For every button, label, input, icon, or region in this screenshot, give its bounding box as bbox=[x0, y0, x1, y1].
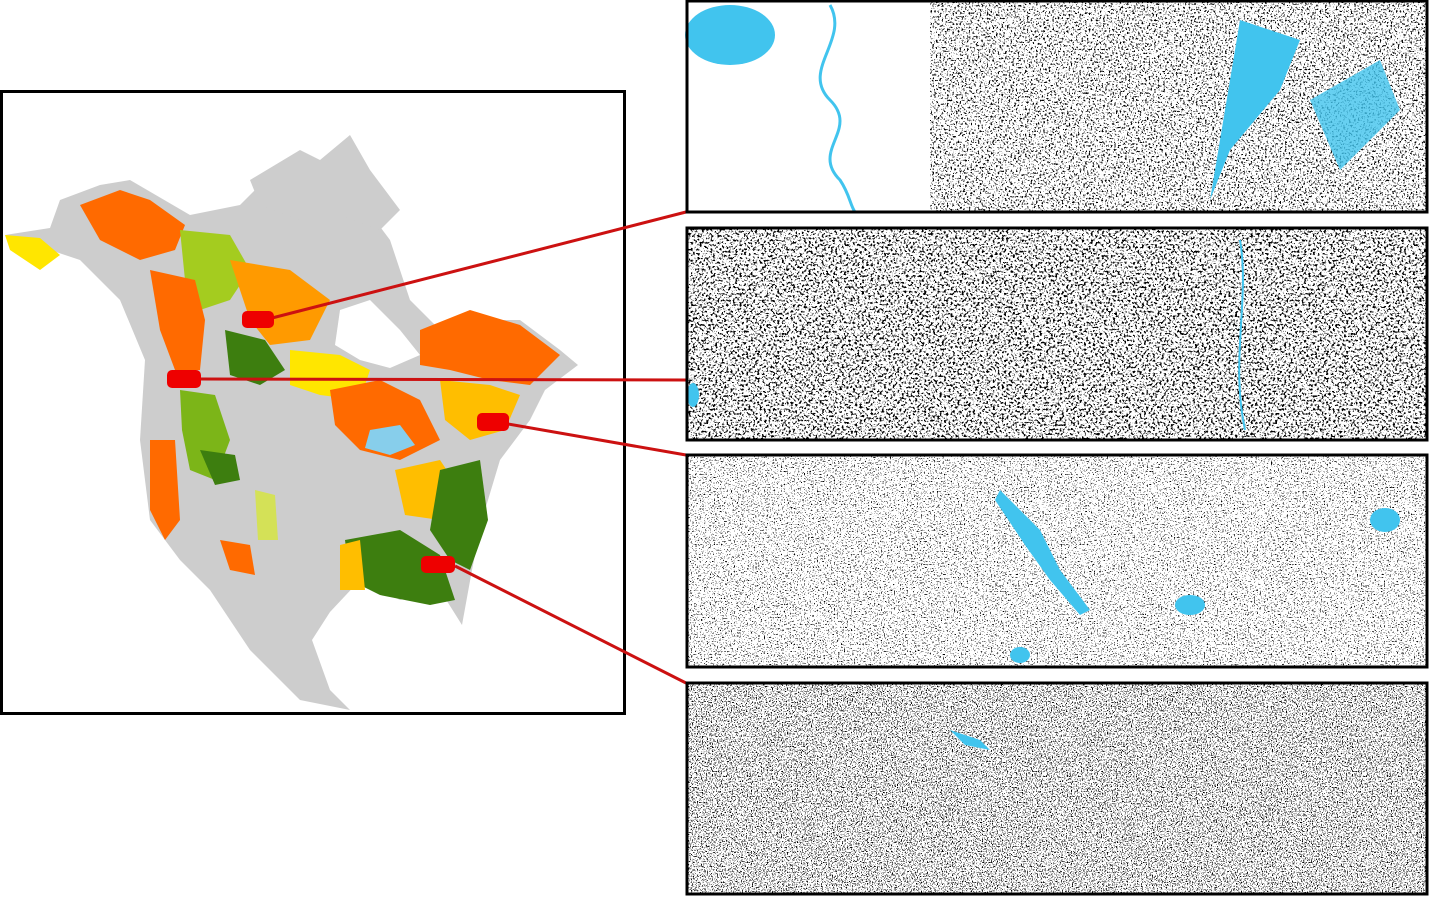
region bbox=[5, 235, 60, 270]
panel bbox=[685, 226, 1429, 442]
water bbox=[1370, 508, 1400, 532]
water bbox=[1310, 60, 1400, 170]
panel bbox=[685, 681, 1429, 896]
marker bbox=[421, 556, 455, 573]
panel-frame bbox=[685, 0, 1429, 214]
panel bbox=[685, 453, 1429, 669]
water bbox=[1010, 647, 1030, 663]
region bbox=[225, 330, 285, 385]
water bbox=[1175, 595, 1205, 615]
region bbox=[430, 460, 488, 570]
region bbox=[420, 310, 560, 385]
connector bbox=[507, 422, 687, 457]
region bbox=[340, 540, 365, 590]
water bbox=[995, 490, 1090, 615]
connector bbox=[199, 377, 687, 382]
hudson-bay bbox=[335, 300, 420, 368]
panel bbox=[685, 0, 1429, 214]
region bbox=[80, 190, 185, 260]
region bbox=[330, 380, 440, 460]
region bbox=[200, 450, 240, 485]
region bbox=[150, 270, 205, 370]
water bbox=[1210, 20, 1300, 200]
water bbox=[685, 5, 775, 65]
region bbox=[150, 440, 180, 540]
marker bbox=[167, 370, 201, 388]
connectors bbox=[199, 210, 687, 685]
connector bbox=[271, 210, 687, 320]
marker bbox=[242, 311, 274, 328]
connector bbox=[454, 564, 687, 685]
region bbox=[220, 540, 255, 575]
river bbox=[1238, 239, 1246, 431]
arctic-islands bbox=[250, 135, 400, 230]
speckle bbox=[687, 455, 1427, 667]
water bbox=[687, 383, 699, 407]
water bbox=[950, 730, 990, 750]
panel-frame bbox=[685, 681, 1429, 896]
lakes bbox=[365, 425, 415, 455]
speckle bbox=[687, 228, 1427, 440]
region bbox=[345, 530, 455, 605]
panel-frame bbox=[685, 226, 1429, 442]
markers bbox=[167, 311, 509, 573]
region bbox=[255, 490, 278, 540]
river bbox=[818, 4, 857, 213]
panel-frame bbox=[685, 453, 1429, 669]
speckle bbox=[687, 683, 1427, 894]
marker bbox=[477, 413, 509, 431]
